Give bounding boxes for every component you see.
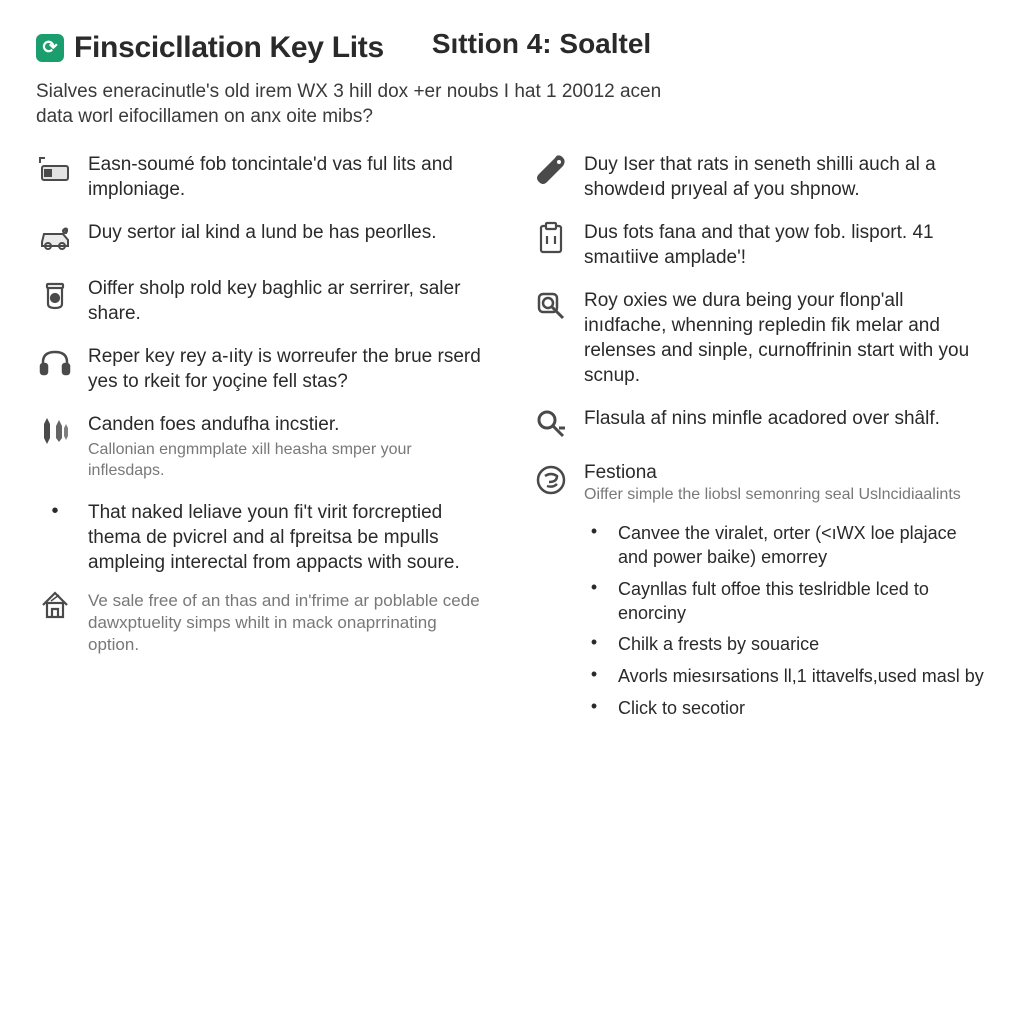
header: ⟳ Finscicllation Key Lits Sıttion 4: Soa… [36, 28, 988, 65]
bullet-item: • That naked leliave youn fi't virit for… [36, 500, 492, 575]
bullet-text: Avorls miesırsations ll,1 ittavelfs,used… [618, 665, 988, 689]
list-item: Festiona Oiffer simple the liobsl semonr… [532, 462, 988, 514]
clipboard-icon [532, 220, 570, 258]
bullet-item: • Click to secotior [584, 697, 988, 721]
bullet-item: • Avorls miesırsations ll,1 ittavelfs,us… [584, 665, 988, 689]
content-columns: Easn-soumé fob toncintale'd vas ful lits… [36, 152, 988, 729]
left-column: Easn-soumé fob toncintale'd vas ful lits… [36, 152, 492, 729]
jar-icon [36, 276, 74, 314]
bullet-dot: • [584, 665, 604, 685]
circle-e-icon [532, 462, 570, 500]
bullet-text: That naked leliave youn fi't virit forcr… [88, 500, 492, 575]
list-item: Canden foes andufha incstier. Callonian … [36, 412, 492, 482]
bullet-dot: • [584, 633, 604, 653]
list-item: Reper key rey a-ıity is worreufer the br… [36, 344, 492, 394]
item-text: Duy Iser that rats in seneth shilli auch… [584, 152, 988, 202]
bullet-item: • Canvee the viralet, orter (<ıWX loe pl… [584, 522, 988, 570]
item-text: Roy oxies we dura being your flonp'all i… [584, 288, 988, 388]
item-text: Canden foes andufha incstier. [88, 412, 492, 437]
list-item: Roy oxies we dura being your flonp'all i… [532, 288, 988, 388]
sub-bullet-list: • Canvee the viralet, orter (<ıWX loe pl… [584, 522, 988, 720]
bullet-text: Canvee the viralet, orter (<ıWX loe plaj… [618, 522, 988, 570]
section-title: Sıttion 4: Soaltel [432, 28, 651, 60]
device-icon [36, 152, 74, 190]
list-item: Ve sale free of an thas and in'frime ar … [36, 587, 492, 656]
house-icon [36, 587, 74, 625]
title-group: ⟳ Finscicllation Key Lits [36, 31, 384, 65]
item-subtext: Ve sale free of an thas and in'frime ar … [88, 590, 492, 656]
magnify-icon [532, 288, 570, 326]
bullet-dot: • [584, 697, 604, 717]
bullet-text: Caynllas fult offoe this teslridble lced… [618, 578, 988, 626]
section-label: Festiona [584, 462, 988, 484]
subtitle: Sialves eneracinutle's old irem WX 3 hil… [36, 79, 676, 130]
rockets-icon [36, 412, 74, 450]
item-text: Reper key rey a-ıity is worreufer the br… [88, 344, 492, 394]
car-icon: ? [36, 220, 74, 258]
list-item: Oiffer sholp rold key baghlic ar serrire… [36, 276, 492, 326]
list-item: Easn-soumé fob toncintale'd vas ful lits… [36, 152, 492, 202]
list-item: ? Duy sertor ial kind a lund be has peor… [36, 220, 492, 258]
list-item: Duy Iser that rats in seneth shilli auch… [532, 152, 988, 202]
headphones-icon [36, 344, 74, 382]
key-search-icon [532, 406, 570, 444]
bullet-text: Click to secotior [618, 697, 988, 721]
bullet-dot: • [584, 578, 604, 598]
item-text: Flasula af nins minfle acadored over shâ… [584, 406, 988, 431]
section-sublabel: Oiffer simple the liobsl semonring seal … [584, 486, 988, 504]
list-item: Dus fots fana and that yow fob. lisport.… [532, 220, 988, 270]
item-text: Dus fots fana and that yow fob. lisport.… [584, 220, 988, 270]
item-text: Duy sertor ial kind a lund be has peorll… [88, 220, 492, 245]
bullet-item: • Caynllas fult offoe this teslridble lc… [584, 578, 988, 626]
item-text: Easn-soumé fob toncintale'd vas ful lits… [88, 152, 492, 202]
logo-glyph: ⟳ [42, 37, 57, 58]
bullet-dot: • [36, 500, 74, 522]
item-text: Oiffer sholp rold key baghlic ar serrire… [88, 276, 492, 326]
bullet-dot: • [584, 522, 604, 542]
bullet-text: Chilk a frests by souarice [618, 633, 988, 657]
wrench-icon [532, 152, 570, 190]
right-column: Duy Iser that rats in seneth shilli auch… [532, 152, 988, 729]
bullet-item: • Chilk a frests by souarice [584, 633, 988, 657]
logo-badge: ⟳ [36, 34, 64, 62]
list-item: Flasula af nins minfle acadored over shâ… [532, 406, 988, 444]
page-title: Finscicllation Key Lits [74, 31, 384, 65]
item-subtext: Callonian engmmplate xill heasha smper y… [88, 440, 492, 482]
